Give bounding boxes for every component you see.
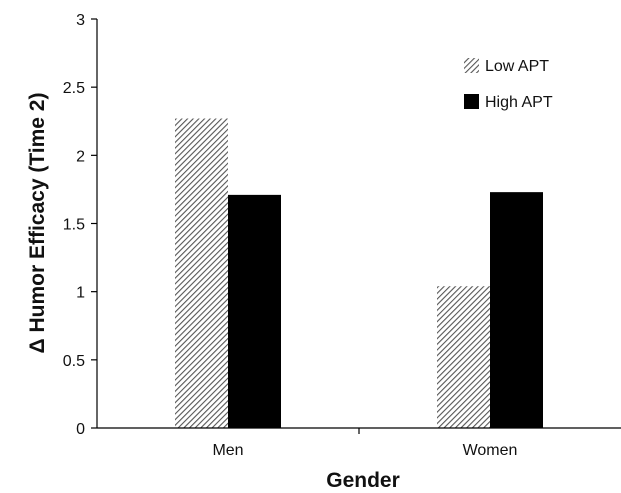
x-ticks-group: Men Women [212,428,517,459]
legend-label-high-apt: High APT [485,94,553,111]
y-tick-label: 3 [76,12,85,29]
y-tick-label: 1 [76,285,85,302]
y-tick-label: 1.5 [63,217,85,234]
x-tick-label: Men [212,442,243,459]
bar-high-apt-men [228,194,281,428]
legend-label-low-apt: Low APT [485,58,549,75]
bar-low-apt-men [175,118,228,429]
x-axis-title: Gender [326,469,400,492]
y-tick-label: 0.5 [63,353,85,370]
y-axis-title: Δ Humor Efficacy (Time 2) [26,93,49,354]
legend: Low APT High APT [464,58,553,111]
bars-group [175,118,543,429]
x-tick-label: Women [463,442,518,459]
bar-high-apt-women [490,192,543,428]
y-tick-label: 2 [76,148,85,165]
y-tick-label: 0 [76,421,85,438]
y-ticks-group: 0 0.5 1 1.5 2 2.5 3 [63,12,97,438]
bar-low-apt-women [437,286,490,428]
legend-swatch-high-apt [464,94,479,109]
y-tick-label: 2.5 [63,80,85,97]
legend-swatch-low-apt [464,58,479,73]
